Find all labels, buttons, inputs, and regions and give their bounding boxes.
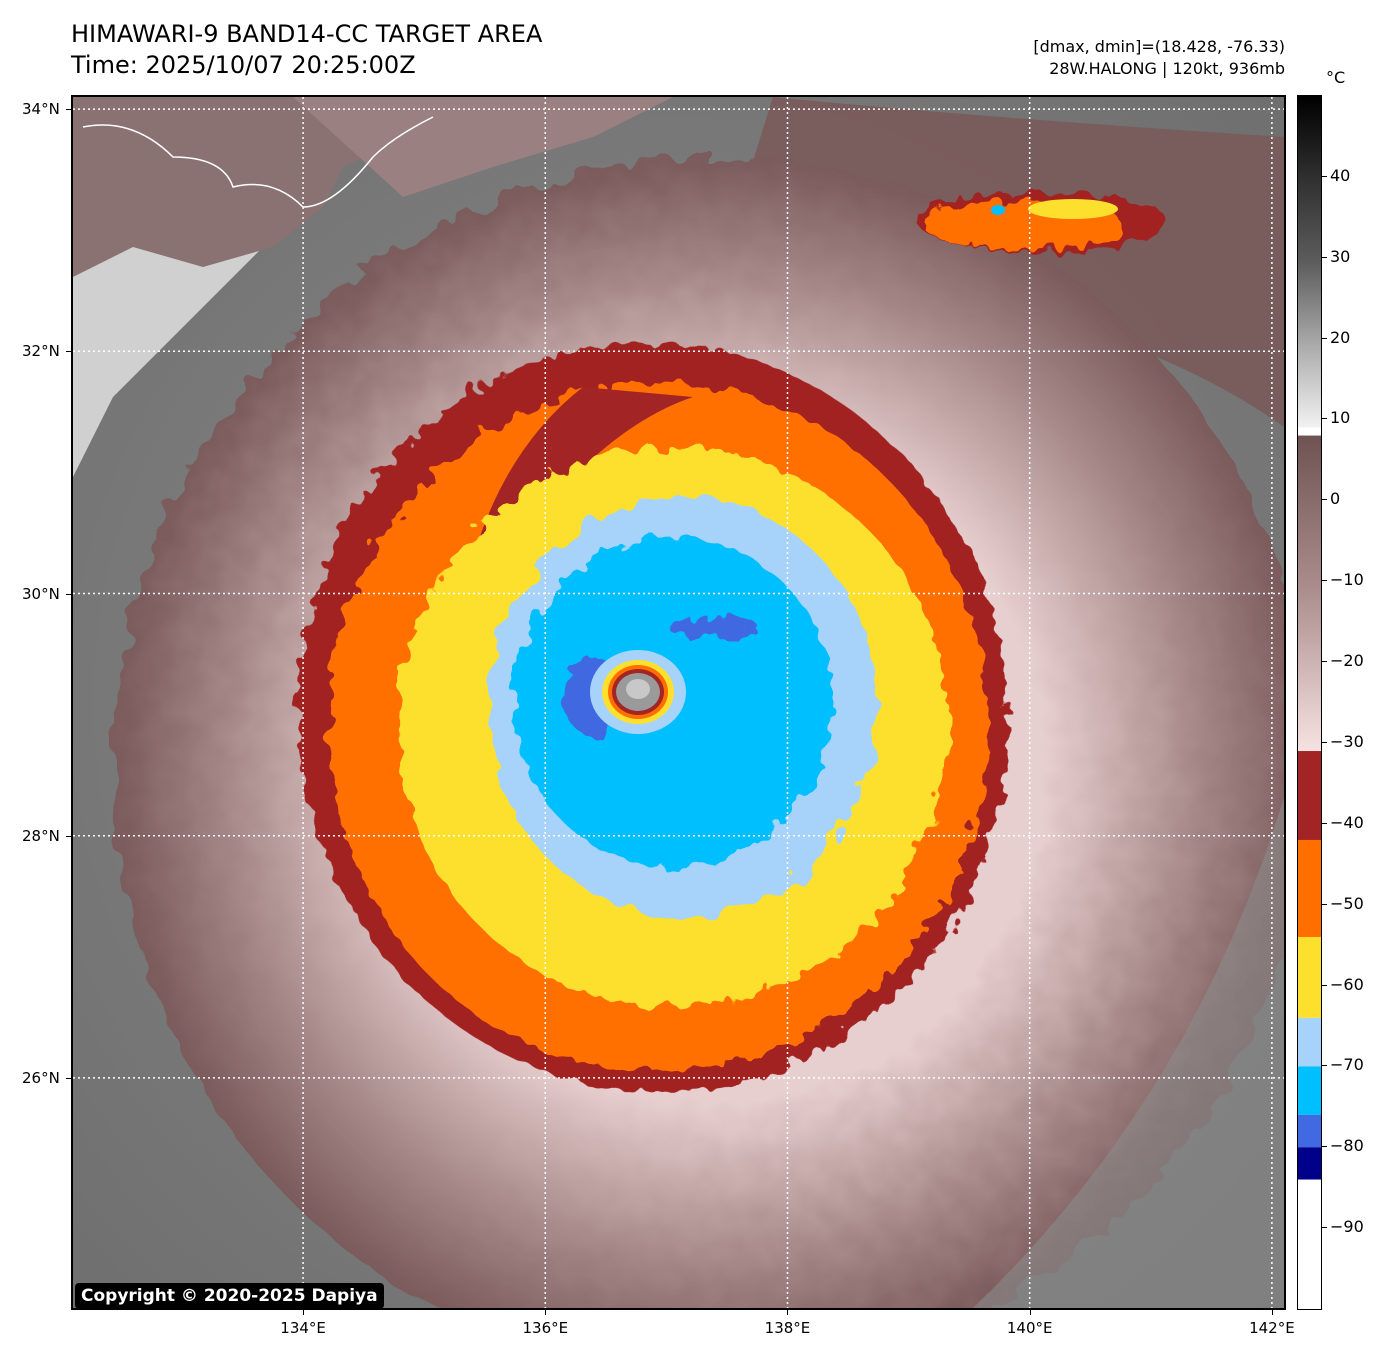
lon-tick-label: 140°E bbox=[1006, 1319, 1053, 1337]
colorbar-tick-label: −40 bbox=[1330, 812, 1364, 832]
colorbar-tick-mark bbox=[1322, 741, 1327, 743]
colorbar-segment bbox=[1298, 1114, 1321, 1148]
colorbar-tick-mark bbox=[1322, 822, 1327, 824]
colorbar bbox=[1297, 95, 1322, 1310]
satellite-image bbox=[73, 97, 1284, 1308]
lon-tick-label: 142°E bbox=[1249, 1319, 1295, 1337]
colorbar-tick-label: −80 bbox=[1330, 1136, 1364, 1156]
colorbar-tick-mark bbox=[1322, 903, 1327, 905]
colorbar-tick-label: −30 bbox=[1330, 731, 1364, 751]
colorbar-segment bbox=[1298, 1017, 1321, 1067]
colorbar-tick-label: 20 bbox=[1330, 327, 1351, 347]
colorbar-tick-mark bbox=[1322, 418, 1327, 420]
dmax-dmin-readout: [dmax, dmin]=(18.428, -76.33) bbox=[1033, 37, 1285, 56]
lat-tick-mark bbox=[66, 1077, 71, 1079]
lon-tick-mark bbox=[545, 1310, 547, 1315]
colorbar-gray-gradient bbox=[1298, 96, 1321, 428]
figure-title: HIMAWARI-9 BAND14-CC TARGET AREA bbox=[71, 20, 543, 48]
remote-convection-cyan bbox=[991, 205, 1005, 215]
colorbar-tick-label: −10 bbox=[1330, 570, 1364, 590]
lat-tick-label: 34°N bbox=[22, 100, 60, 119]
lon-tick-mark bbox=[1029, 1310, 1031, 1315]
lat-tick-label: 32°N bbox=[22, 342, 60, 361]
lat-tick-mark bbox=[66, 351, 71, 353]
colorbar-tick-label: −20 bbox=[1330, 651, 1364, 671]
colorbar-tick-mark bbox=[1322, 580, 1327, 582]
colorbar-tick-mark bbox=[1322, 1227, 1327, 1229]
colorbar-tick-mark bbox=[1322, 499, 1327, 501]
colorbar-tick-mark bbox=[1322, 984, 1327, 986]
colorbar-segment bbox=[1298, 751, 1321, 840]
colorbar-tick-label: 30 bbox=[1330, 246, 1351, 266]
colorbar-tick-label: −90 bbox=[1330, 1217, 1364, 1237]
graticule bbox=[73, 97, 1284, 1308]
eye-core bbox=[626, 679, 650, 699]
colorbar-tick-label: 40 bbox=[1330, 165, 1351, 185]
satellite-map: Copyright © 2020-2025 Dapiya bbox=[71, 95, 1286, 1310]
spiral-band-red bbox=[463, 387, 693, 697]
colorbar-tick-label: −60 bbox=[1330, 974, 1364, 994]
copyright-badge: Copyright © 2020-2025 Dapiya bbox=[75, 1283, 384, 1308]
storm-info: 28W.HALONG | 120kt, 936mb bbox=[1049, 59, 1285, 78]
colorbar-segment bbox=[1298, 937, 1321, 1018]
lat-tick-label: 28°N bbox=[22, 826, 60, 845]
lat-tick-mark bbox=[66, 593, 71, 595]
clear-area-south-east bbox=[973, 797, 1284, 1308]
colorbar-segment bbox=[1298, 1066, 1321, 1115]
colorbar-segment bbox=[1298, 1147, 1321, 1180]
lon-tick-mark bbox=[787, 1310, 789, 1315]
colorbar-tick-label: −70 bbox=[1330, 1055, 1364, 1075]
lon-tick-label: 136°E bbox=[522, 1319, 569, 1337]
remote-convection-yellow bbox=[1028, 199, 1118, 219]
lon-tick-mark bbox=[1271, 1310, 1273, 1315]
lat-tick-label: 26°N bbox=[22, 1068, 60, 1087]
colorbar-tick-mark bbox=[1322, 175, 1327, 177]
colorbar-svg bbox=[1298, 96, 1321, 1309]
coastline bbox=[82, 116, 434, 208]
colorbar-segment bbox=[1298, 1179, 1321, 1309]
colorbar-tick-mark bbox=[1322, 1146, 1327, 1148]
colorbar-tick-mark bbox=[1322, 1065, 1327, 1067]
lon-tick-label: 134°E bbox=[280, 1319, 326, 1337]
colorbar-segment bbox=[1298, 427, 1321, 436]
coldest-top-north bbox=[668, 615, 758, 639]
colorbar-tick-label: 10 bbox=[1330, 408, 1351, 428]
cloud-north bbox=[293, 97, 673, 197]
lat-tick-mark bbox=[66, 835, 71, 837]
lon-tick-label: 138°E bbox=[764, 1319, 811, 1337]
colorbar-segment bbox=[1298, 839, 1321, 938]
colorbar-tick-label: 0 bbox=[1330, 489, 1341, 509]
colorbar-mauve-gradient bbox=[1298, 435, 1321, 752]
colorbar-tick-mark bbox=[1322, 256, 1327, 258]
colorbar-unit: °C bbox=[1326, 68, 1346, 87]
figure-time: Time: 2025/10/07 20:25:00Z bbox=[71, 51, 416, 79]
colorbar-tick-label: −50 bbox=[1330, 893, 1364, 913]
lat-tick-label: 30°N bbox=[22, 584, 60, 603]
lat-tick-mark bbox=[66, 109, 71, 111]
colorbar-tick-mark bbox=[1322, 337, 1327, 339]
lon-tick-mark bbox=[303, 1310, 305, 1315]
colorbar-tick-mark bbox=[1322, 661, 1327, 663]
